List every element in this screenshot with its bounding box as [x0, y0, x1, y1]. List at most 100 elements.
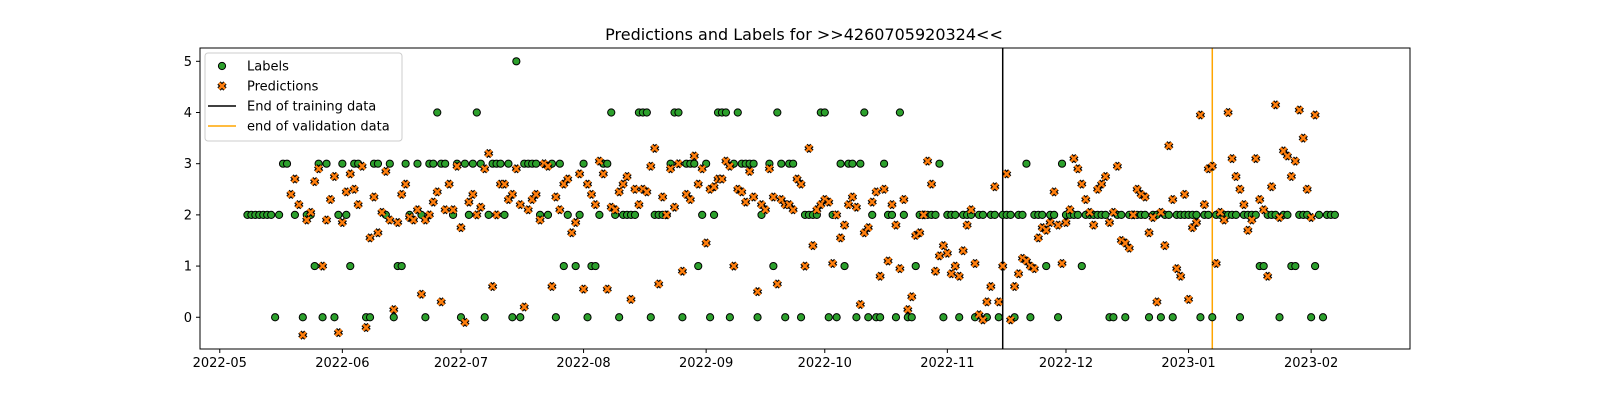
prediction-marker-fill: [441, 205, 450, 214]
legend-circle-icon: [217, 61, 227, 71]
prediction-marker-fill: [1141, 193, 1149, 201]
prediction-marker-fill: [425, 211, 434, 219]
prediction-marker-fill: [366, 234, 374, 242]
prediction-marker-fill: [935, 251, 944, 260]
label-point: [709, 210, 719, 219]
prediction-marker-fill: [1149, 213, 1157, 222]
prediction-point: [393, 217, 403, 228]
prediction-marker-fill: [1240, 200, 1248, 209]
prediction-marker-fill: [710, 182, 718, 191]
prediction-marker-fill: [1077, 180, 1086, 189]
prediction-marker-fill: [330, 172, 339, 181]
prediction-point: [563, 174, 573, 184]
prediction-point: [630, 184, 640, 194]
label-point: [895, 108, 905, 117]
prediction-marker-fill: [492, 211, 501, 219]
prediction-point: [571, 217, 581, 228]
label-point: [433, 108, 442, 117]
prediction-marker-fill: [1046, 218, 1055, 227]
legend-label: Labels: [247, 60, 289, 75]
prediction-marker-fill: [832, 211, 841, 219]
label-point: [575, 210, 584, 219]
prediction-point: [302, 215, 312, 225]
prediction-point: [978, 315, 988, 325]
y-tick-label: 5: [184, 55, 192, 70]
prediction-point: [1164, 141, 1174, 151]
prediction-marker-fill: [987, 282, 995, 291]
prediction-point: [1168, 194, 1178, 205]
prediction-point: [1251, 153, 1261, 164]
prediction-point: [357, 161, 367, 171]
prediction-point: [1077, 179, 1087, 189]
prediction-point: [851, 202, 862, 212]
prediction-marker-fill: [745, 167, 754, 176]
label-point: [551, 313, 560, 322]
prediction-point: [1073, 164, 1083, 174]
label-point: [694, 261, 703, 271]
prediction-point: [867, 197, 877, 207]
prediction-marker-fill: [571, 218, 580, 227]
label-point: [690, 159, 699, 168]
prediction-point: [942, 248, 952, 258]
prediction-point: [926, 179, 937, 189]
prediction-point: [1195, 110, 1206, 120]
prediction-marker-fill: [1097, 180, 1106, 189]
prediction-marker-fill: [370, 193, 378, 201]
prediction-marker-fill: [955, 272, 964, 281]
prediction-marker-fill: [773, 280, 782, 288]
prediction-point: [839, 220, 850, 230]
label-point: [441, 159, 450, 168]
prediction-marker-fill: [318, 262, 327, 270]
prediction-marker-fill: [1070, 154, 1078, 163]
y-tick-label: 2: [184, 208, 192, 223]
prediction-point: [290, 174, 300, 184]
prediction-point: [871, 187, 881, 197]
prediction-point: [748, 192, 759, 202]
prediction-marker-fill: [544, 162, 552, 171]
label-point: [579, 159, 588, 168]
label-point: [330, 313, 339, 322]
prediction-marker-fill: [603, 285, 612, 293]
prediction-point: [1294, 105, 1304, 115]
prediction-marker-fill: [1002, 170, 1011, 178]
prediction-marker-fill: [472, 211, 481, 219]
prediction-point: [590, 200, 601, 210]
y-tick-label: 0: [184, 311, 192, 326]
prediction-marker-fill: [508, 190, 517, 199]
prediction-point: [333, 327, 344, 338]
prediction-point: [1231, 171, 1241, 182]
label-point: [674, 108, 683, 117]
label-point: [876, 313, 885, 322]
label-point: [595, 210, 604, 219]
y-tick-label: 4: [184, 106, 192, 121]
label-point: [1275, 313, 1284, 322]
label-point: [571, 261, 580, 271]
legend-label: End of training data: [247, 100, 376, 115]
label-point: [769, 261, 778, 271]
label-point: [373, 159, 383, 168]
prediction-point: [456, 223, 466, 233]
label-point: [267, 210, 276, 219]
prediction-marker-fill: [409, 216, 418, 224]
prediction-point: [804, 143, 814, 153]
prediction-marker-fill: [971, 259, 979, 268]
prediction-marker-fill: [694, 180, 703, 189]
prediction-point: [760, 205, 771, 215]
prediction-marker-fill: [1010, 282, 1019, 291]
label-point: [607, 108, 616, 117]
prediction-point: [341, 187, 351, 197]
prediction-marker-fill: [872, 187, 881, 196]
prediction-marker-fill: [1208, 162, 1217, 171]
prediction-point: [717, 174, 727, 184]
prediction-point: [602, 284, 612, 294]
label-point: [389, 313, 398, 322]
prediction-point: [677, 266, 688, 276]
prediction-point: [709, 182, 719, 192]
prediction-point: [1270, 100, 1281, 110]
prediction-point: [1306, 212, 1316, 223]
prediction-point: [480, 164, 490, 174]
prediction-marker-fill: [354, 200, 363, 209]
prediction-marker-fill: [1307, 213, 1315, 222]
prediction-point: [685, 194, 695, 205]
label-point: [1291, 261, 1300, 271]
